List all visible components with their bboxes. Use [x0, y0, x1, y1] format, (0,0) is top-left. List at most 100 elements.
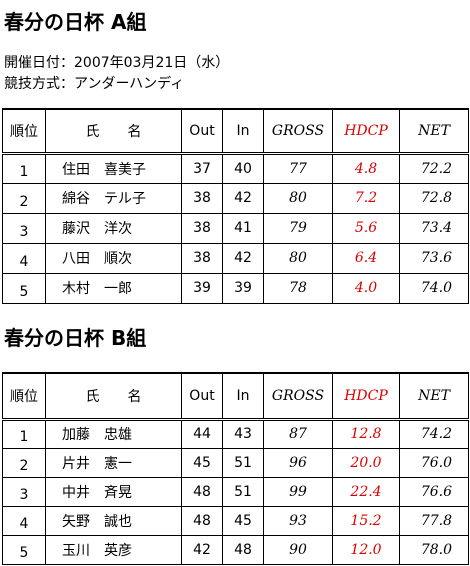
data-row: 5 木村 一郎 39 39 78 4.0 74.0: [2, 272, 469, 304]
cell: 3: [2, 476, 46, 507]
header-cell: 順位: [2, 372, 46, 421]
cell: 4: [2, 505, 46, 536]
cell: 15.2: [332, 505, 400, 536]
cell: 42: [181, 534, 223, 565]
cell: 20.0: [332, 447, 400, 478]
header-cell: HDCP: [332, 108, 400, 155]
cell: 80: [263, 182, 333, 214]
cell: 72.8: [399, 182, 469, 214]
cell: 87: [263, 418, 333, 449]
cell: 38: [181, 182, 223, 214]
header-row: 順位氏 名 Out In GROSS HDCP NET: [2, 372, 469, 421]
cell: 1: [2, 418, 46, 449]
cell: 木村 一郎: [45, 272, 182, 304]
cell: 40: [222, 152, 264, 184]
cell: 74.0: [399, 272, 469, 304]
data-row: 1 加藤 忠雄 44 43 87 12.8 74.2: [2, 418, 469, 449]
cell: 45: [222, 505, 264, 536]
cell: 38: [181, 212, 223, 244]
cell: 藤沢 洋次: [45, 212, 182, 244]
cell: 48: [181, 505, 223, 536]
cell: 4: [2, 242, 46, 274]
cell: 80: [263, 242, 333, 274]
cell: 4.0: [332, 272, 400, 304]
result-table: 順位氏 名 Out In GROSS HDCP NET 1 住田 喜美子 37 40 77 4.8 72…: [2, 108, 469, 304]
cell: 42: [222, 182, 264, 214]
cell: 51: [222, 476, 264, 507]
header-row: 順位氏 名 Out In GROSS HDCP NET: [2, 108, 469, 155]
cell: 72.2: [399, 152, 469, 184]
header-cell: NET: [399, 108, 469, 155]
info-line: 開催日付：2007年03月21日（水）: [4, 55, 230, 71]
cell: 5: [2, 534, 46, 565]
header-cell: 順位: [2, 108, 46, 155]
data-row: 3 中井 斉晃 48 51 99 22.4 76.6: [2, 476, 469, 507]
header-cell: NET: [399, 372, 469, 421]
cell: 2: [2, 447, 46, 478]
cell: 綿谷 テル子: [45, 182, 182, 214]
cell: 78.0: [399, 534, 469, 565]
section-title: 春分の日杯 B組: [4, 326, 147, 350]
cell: 99: [263, 476, 333, 507]
data-row: 3 藤沢 洋次 38 41 79 5.6 73.4: [2, 212, 469, 244]
cell: 38: [181, 242, 223, 274]
cell: 43: [222, 418, 264, 449]
cell: 7.2: [332, 182, 400, 214]
header-cell: In: [222, 108, 264, 155]
section-title: 春分の日杯 A組: [4, 10, 147, 34]
cell: 39: [181, 272, 223, 304]
cell: 44: [181, 418, 223, 449]
header-cell: 氏 名: [45, 108, 182, 155]
cell: 12.0: [332, 534, 400, 565]
cell: 1: [2, 152, 46, 184]
header-cell: GROSS: [263, 108, 333, 155]
cell: 76.0: [399, 447, 469, 478]
cell: 中井 斉晃: [45, 476, 182, 507]
cell: 48: [222, 534, 264, 565]
result-table: 順位氏 名 Out In GROSS HDCP NET 1 加藤 忠雄 44 43 87 12.8 74…: [2, 372, 469, 565]
data-row: 2 片井 憲一 45 51 96 20.0 76.0: [2, 447, 469, 478]
cell: 22.4: [332, 476, 400, 507]
cell: 5: [2, 272, 46, 304]
header-cell: In: [222, 372, 264, 421]
header-cell: GROSS: [263, 372, 333, 421]
data-row: 4 矢野 誠也 48 45 93 15.2 77.8: [2, 505, 469, 536]
cell: 76.6: [399, 476, 469, 507]
cell: 73.4: [399, 212, 469, 244]
data-row: 4 八田 順次 38 42 80 6.4 73.6: [2, 242, 469, 274]
cell: 74.2: [399, 418, 469, 449]
header-cell: Out: [181, 372, 223, 421]
cell: 73.6: [399, 242, 469, 274]
cell: 48: [181, 476, 223, 507]
cell: 79: [263, 212, 333, 244]
cell: 93: [263, 505, 333, 536]
cell: 2: [2, 182, 46, 214]
cell: 41: [222, 212, 264, 244]
header-cell: Out: [181, 108, 223, 155]
data-row: 5 玉川 英彦 42 48 90 12.0 78.0: [2, 534, 469, 565]
data-row: 1 住田 喜美子 37 40 77 4.8 72.2: [2, 152, 469, 184]
cell: 4.8: [332, 152, 400, 184]
cell: 3: [2, 212, 46, 244]
cell: 片井 憲一: [45, 447, 182, 478]
cell: 住田 喜美子: [45, 152, 182, 184]
cell: 玉川 英彦: [45, 534, 182, 565]
cell: 45: [181, 447, 223, 478]
cell: 78: [263, 272, 333, 304]
info-line: 競技方式：アンダーハンディ: [4, 76, 185, 92]
cell: 12.8: [332, 418, 400, 449]
cell: 加藤 忠雄: [45, 418, 182, 449]
cell: 37: [181, 152, 223, 184]
cell: 90: [263, 534, 333, 565]
header-cell: 氏 名: [45, 372, 182, 421]
cell: 77: [263, 152, 333, 184]
data-row: 2 綿谷 テル子 38 42 80 7.2 72.8: [2, 182, 469, 214]
cell: 5.6: [332, 212, 400, 244]
cell: 42: [222, 242, 264, 274]
cell: 51: [222, 447, 264, 478]
cell: 39: [222, 272, 264, 304]
cell: 矢野 誠也: [45, 505, 182, 536]
cell: 77.8: [399, 505, 469, 536]
cell: 96: [263, 447, 333, 478]
